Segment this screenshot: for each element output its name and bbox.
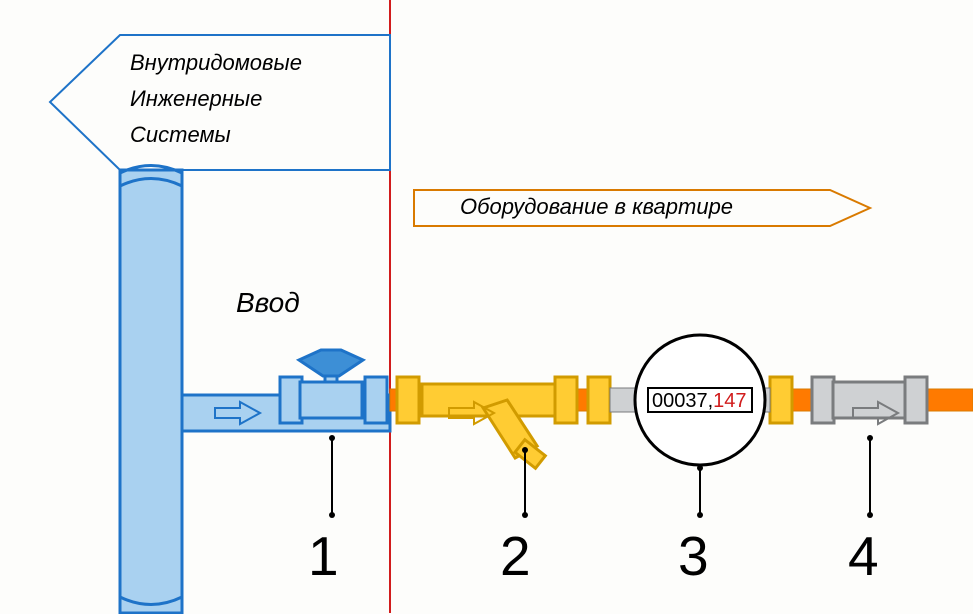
building-systems-label-line: Системы xyxy=(130,122,231,147)
valve-handle-icon xyxy=(299,350,363,376)
callout-number-2: 2 xyxy=(500,525,531,587)
meter-reading: 00037,147 xyxy=(652,390,747,412)
riser-pipe xyxy=(120,170,182,613)
inlet-label: Ввод xyxy=(236,287,300,318)
callout-number-1: 1 xyxy=(308,525,339,587)
callout-number-4: 4 xyxy=(848,525,879,587)
apartment-equipment-label: Оборудование в квартире xyxy=(460,194,733,219)
ball-valve-body xyxy=(300,382,362,418)
callout-number-3: 3 xyxy=(678,525,709,587)
check-valve-body xyxy=(833,382,905,418)
building-systems-label-line: Внутридомовые xyxy=(130,50,302,75)
building-systems-label-line: Инженерные xyxy=(130,86,262,111)
